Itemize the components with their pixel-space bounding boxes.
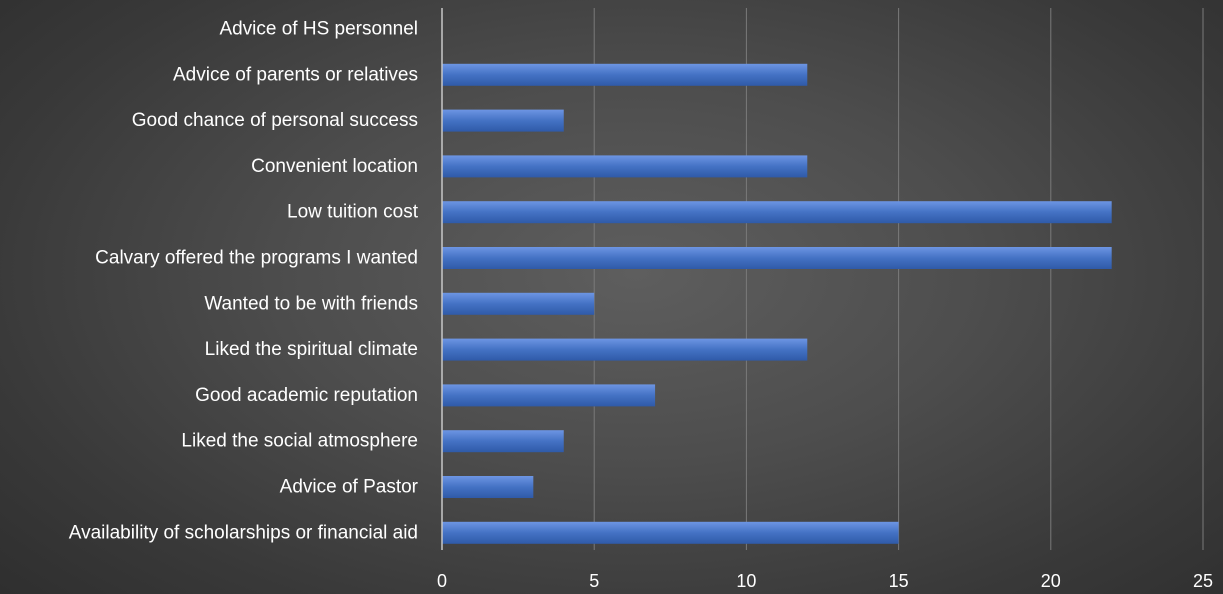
bar [442,430,564,453]
x-tick-label: 10 [736,571,756,591]
bar [442,521,899,544]
bars [442,63,1112,544]
category-label: Liked the spiritual climate [205,339,418,360]
x-tick-label: 5 [589,571,599,591]
category-labels: Advice of HS personnel Advice of parents … [69,19,419,544]
gridlines [593,8,1204,550]
bar [442,292,595,315]
category-label: Good academic reputation [195,385,418,406]
category-label: Advice of Pastor [280,477,419,498]
bar [442,476,534,498]
category-label: Convenient location [251,156,418,177]
bar [442,201,1112,224]
bar [442,155,808,178]
bar [442,109,564,132]
category-label: Low tuition cost [287,202,419,223]
x-tick-label: 0 [437,571,447,591]
x-tick-label: 25 [1193,571,1213,591]
category-label: Good chance of personal success [132,110,418,131]
category-label: Calvary offered the programs I wanted [95,248,418,269]
category-label: Liked the social atmosphere [181,431,418,452]
category-label: Advice of parents or relatives [173,64,418,85]
category-label: Advice of HS personnel [219,19,418,40]
bar [442,63,808,86]
x-axis-tick-labels: 0 5 10 15 20 25 [437,571,1213,591]
bar [442,384,656,407]
bar [442,247,1112,269]
x-tick-label: 15 [889,571,909,591]
x-tick-label: 20 [1041,571,1061,591]
category-label: Wanted to be with friends [204,293,418,314]
bar [442,338,808,361]
category-label: Availability of scholarships or financia… [69,522,418,543]
